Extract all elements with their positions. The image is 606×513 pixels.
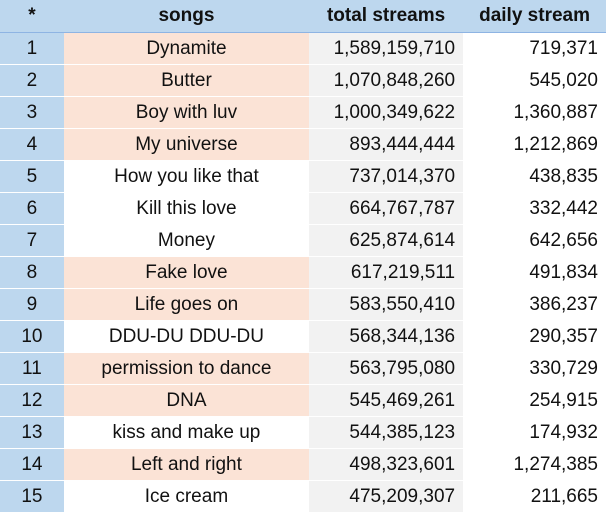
total-streams-cell: 498,323,601 bbox=[309, 448, 464, 481]
table-row: 6 Kill this love 664,767,787 332,442 bbox=[0, 192, 606, 225]
total-streams-cell: 893,444,444 bbox=[309, 128, 464, 161]
table-body: 1 Dynamite 1,589,159,710 719,371 2 Butter 1,07… bbox=[0, 32, 606, 513]
song-cell: Life goes on bbox=[63, 288, 310, 321]
table-row: 13 kiss and make up 544,385,123 174,932 bbox=[0, 416, 606, 449]
total-streams-cell: 664,767,787 bbox=[309, 192, 464, 225]
total-streams-cell: 1,000,349,622 bbox=[309, 96, 464, 129]
rank-cell: 6 bbox=[0, 192, 64, 225]
song-cell: Butter bbox=[63, 64, 310, 97]
rank-cell: 4 bbox=[0, 128, 64, 161]
song-cell: DNA bbox=[63, 384, 310, 417]
daily-stream-cell: 1,360,887 bbox=[463, 96, 606, 129]
rank-cell: 14 bbox=[0, 448, 64, 481]
rank-cell: 8 bbox=[0, 256, 64, 289]
daily-stream-cell: 330,729 bbox=[463, 352, 606, 385]
daily-stream-cell: 642,656 bbox=[463, 224, 606, 257]
rank-cell: 3 bbox=[0, 96, 64, 129]
table-row: 2 Butter 1,070,848,260 545,020 bbox=[0, 64, 606, 97]
table-row: 8 Fake love 617,219,511 491,834 bbox=[0, 256, 606, 289]
rank-cell: 13 bbox=[0, 416, 64, 449]
rank-cell: 9 bbox=[0, 288, 64, 321]
total-streams-cell: 568,344,136 bbox=[309, 320, 464, 353]
rank-cell: 7 bbox=[0, 224, 64, 257]
song-cell: Fake love bbox=[63, 256, 310, 289]
song-cell: Boy with luv bbox=[63, 96, 310, 129]
rank-cell: 5 bbox=[0, 160, 64, 193]
table-row: 12 DNA 545,469,261 254,915 bbox=[0, 384, 606, 417]
daily-stream-cell: 438,835 bbox=[463, 160, 606, 193]
daily-stream-cell: 491,834 bbox=[463, 256, 606, 289]
daily-stream-cell: 386,237 bbox=[463, 288, 606, 321]
song-cell: kiss and make up bbox=[63, 416, 310, 449]
total-streams-cell: 475,209,307 bbox=[309, 480, 464, 513]
song-cell: Dynamite bbox=[63, 32, 310, 65]
daily-stream-cell: 211,665 bbox=[463, 480, 606, 513]
rank-cell: 10 bbox=[0, 320, 64, 353]
daily-stream-cell: 1,274,385 bbox=[463, 448, 606, 481]
song-cell: Ice cream bbox=[63, 480, 310, 513]
header-songs: songs bbox=[63, 0, 310, 33]
table-row: 14 Left and right 498,323,601 1,274,385 bbox=[0, 448, 606, 481]
table-row: 9 Life goes on 583,550,410 386,237 bbox=[0, 288, 606, 321]
daily-stream-cell: 545,020 bbox=[463, 64, 606, 97]
rank-cell: 2 bbox=[0, 64, 64, 97]
table-row: 10 DDU-DU DDU-DU 568,344,136 290,357 bbox=[0, 320, 606, 353]
daily-stream-cell: 1,212,869 bbox=[463, 128, 606, 161]
table-row: 11 permission to dance 563,795,080 330,729 bbox=[0, 352, 606, 385]
rank-cell: 12 bbox=[0, 384, 64, 417]
song-cell: Kill this love bbox=[63, 192, 310, 225]
total-streams-cell: 545,469,261 bbox=[309, 384, 464, 417]
header-total-streams: total streams bbox=[309, 0, 464, 33]
header-daily-stream: daily stream bbox=[463, 0, 606, 33]
total-streams-cell: 1,589,159,710 bbox=[309, 32, 464, 65]
daily-stream-cell: 332,442 bbox=[463, 192, 606, 225]
daily-stream-cell: 174,932 bbox=[463, 416, 606, 449]
song-cell: How you like that bbox=[63, 160, 310, 193]
song-cell: My universe bbox=[63, 128, 310, 161]
song-cell: Left and right bbox=[63, 448, 310, 481]
rank-cell: 11 bbox=[0, 352, 64, 385]
table-row: 5 How you like that 737,014,370 438,835 bbox=[0, 160, 606, 193]
total-streams-cell: 544,385,123 bbox=[309, 416, 464, 449]
table-row: 4 My universe 893,444,444 1,212,869 bbox=[0, 128, 606, 161]
rank-cell: 15 bbox=[0, 480, 64, 513]
song-cell: permission to dance bbox=[63, 352, 310, 385]
table-row: 7 Money 625,874,614 642,656 bbox=[0, 224, 606, 257]
header-rank: * bbox=[0, 0, 64, 33]
total-streams-cell: 737,014,370 bbox=[309, 160, 464, 193]
table-row: 3 Boy with luv 1,000,349,622 1,360,887 bbox=[0, 96, 606, 129]
daily-stream-cell: 719,371 bbox=[463, 32, 606, 65]
rank-cell: 1 bbox=[0, 32, 64, 65]
total-streams-cell: 583,550,410 bbox=[309, 288, 464, 321]
song-cell: DDU-DU DDU-DU bbox=[63, 320, 310, 353]
table-row: 1 Dynamite 1,589,159,710 719,371 bbox=[0, 32, 606, 65]
daily-stream-cell: 290,357 bbox=[463, 320, 606, 353]
table-row: 15 Ice cream 475,209,307 211,665 bbox=[0, 480, 606, 513]
total-streams-cell: 563,795,080 bbox=[309, 352, 464, 385]
total-streams-cell: 1,070,848,260 bbox=[309, 64, 464, 97]
daily-stream-cell: 254,915 bbox=[463, 384, 606, 417]
song-cell: Money bbox=[63, 224, 310, 257]
header-row: * songs total streams daily stream bbox=[0, 0, 606, 33]
total-streams-cell: 625,874,614 bbox=[309, 224, 464, 257]
total-streams-cell: 617,219,511 bbox=[309, 256, 464, 289]
